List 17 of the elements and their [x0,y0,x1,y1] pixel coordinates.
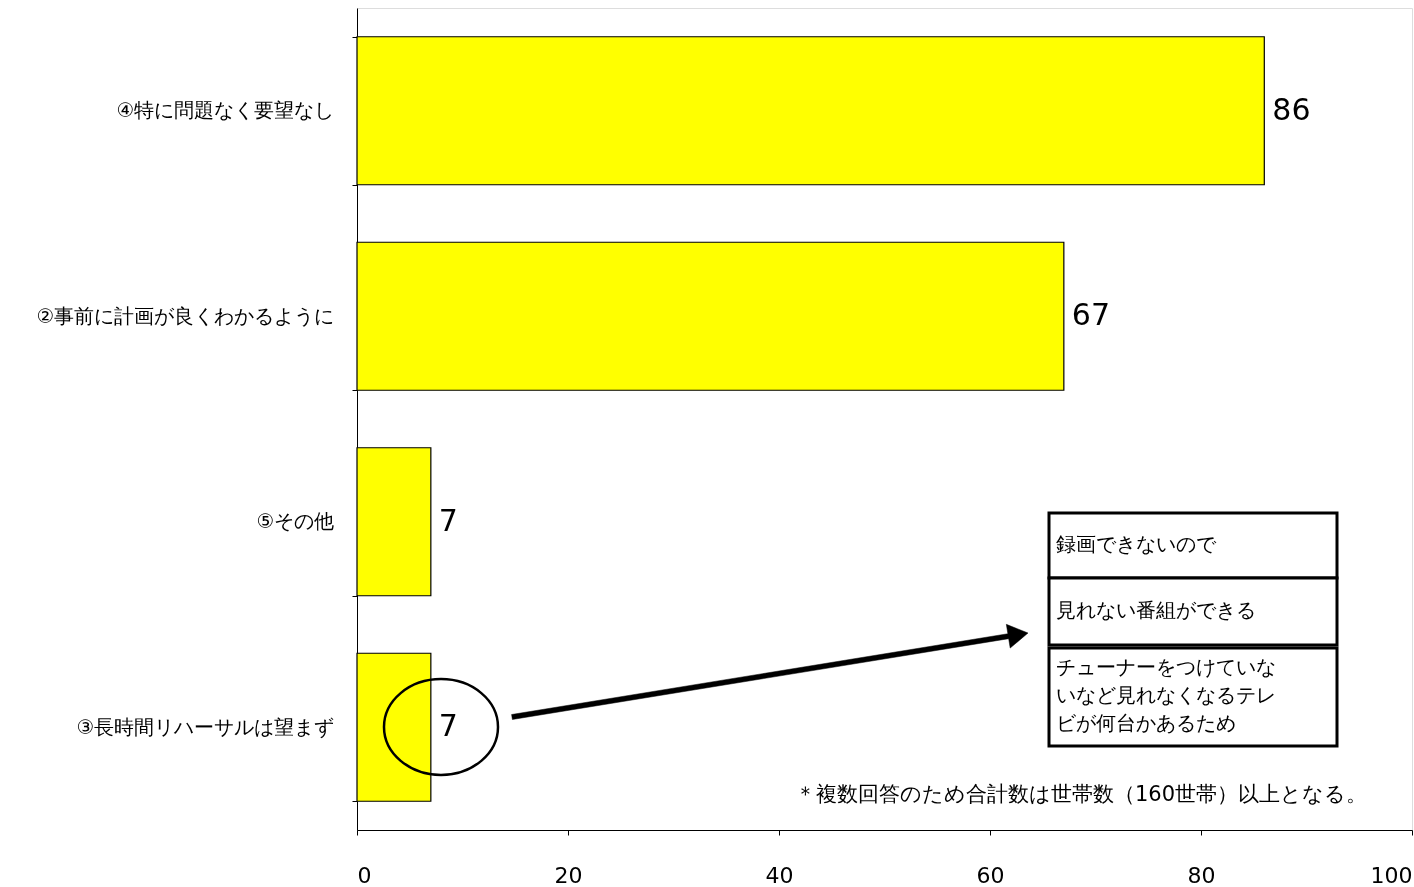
annotation: ＊複数回答のため合計数は世帯数（160世帯）以上となる。 [794,782,1367,806]
x-tick-label: 40 [765,862,794,887]
data-label: 7 [438,502,458,538]
y-tick-label: ⑤その他 [256,509,335,534]
data-label: 86 [1272,91,1311,127]
annotation: 録画できないので [1056,531,1217,556]
y-tick-label: ③長時間リハーサルは望まず [76,714,335,739]
y-tick-label: ②事前に計画が良くわかるように [36,303,335,328]
x-tick-label: 60 [976,862,1005,887]
x-tick-label: 80 [1187,862,1216,887]
data-label: 67 [1071,297,1111,333]
x-tick-label: 0 [357,862,372,887]
x-tick-label: 20 [554,862,583,887]
annotation: チューナーをつけていないなど見れなくなるテレビが何台かあるため [1056,655,1276,735]
data-label: 7 [438,708,458,744]
x-tick-label: 100 [1370,862,1413,887]
y-tick-label: ④特に問題なく要望なし [116,98,335,123]
